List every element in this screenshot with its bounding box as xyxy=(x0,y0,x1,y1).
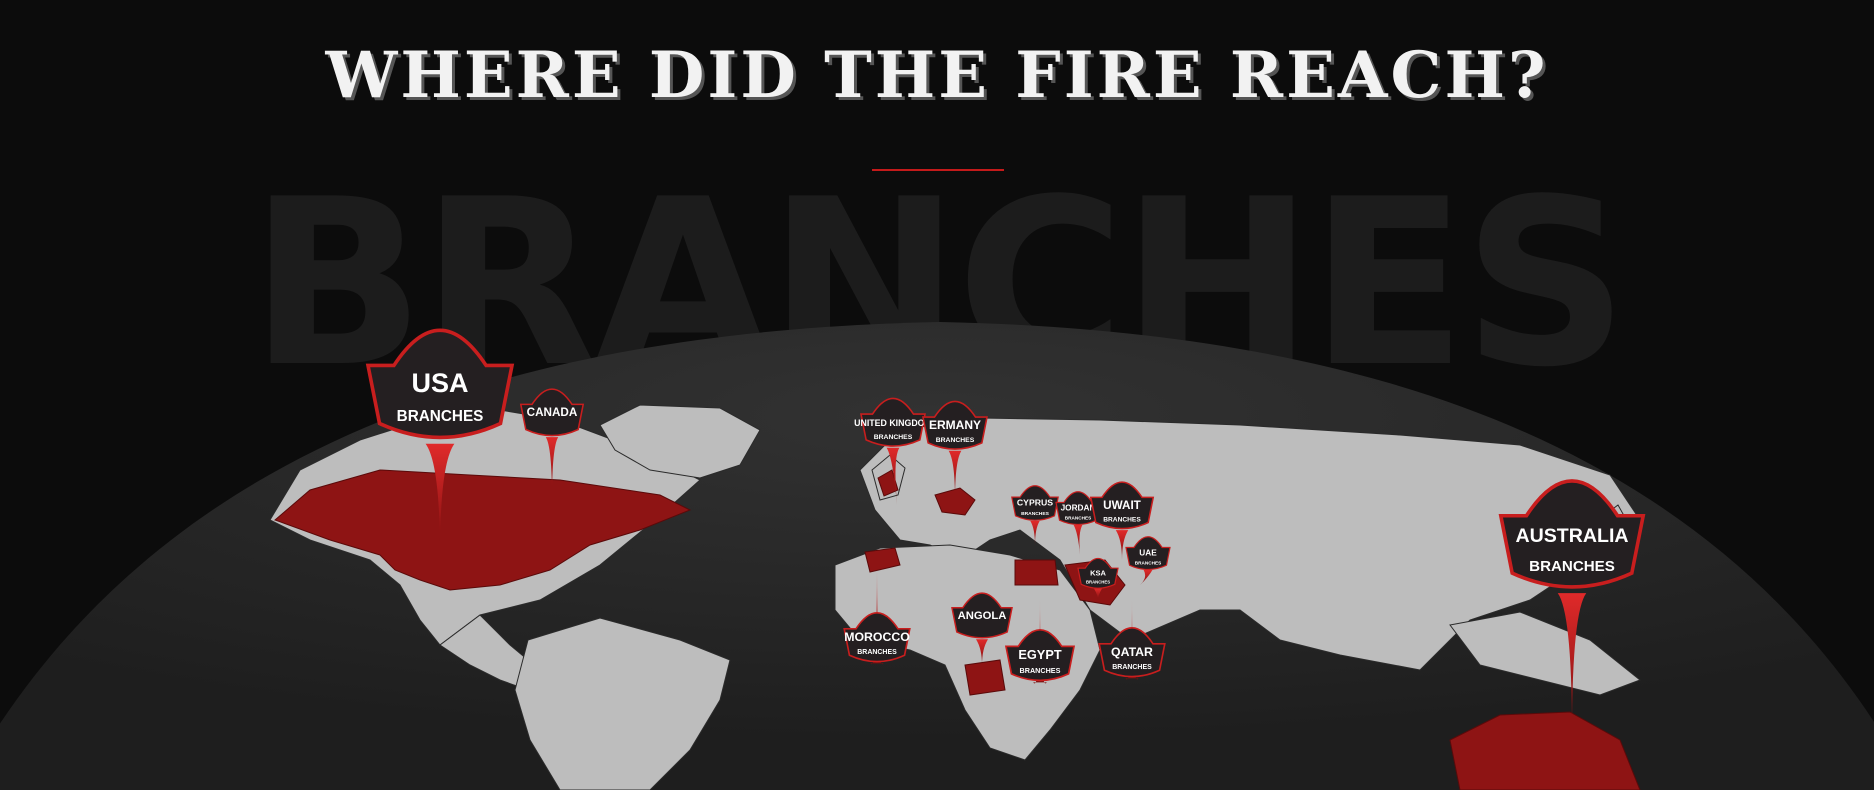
pin-ksa-drip xyxy=(1094,588,1102,600)
pin-germany-badge xyxy=(922,400,988,450)
pin-morocco: MOROCCO BRANCHES xyxy=(843,565,911,665)
pin-morocco-country: MOROCCO xyxy=(844,630,910,644)
pin-uae-drip xyxy=(1140,570,1153,585)
pin-cyprus-drip xyxy=(1030,520,1040,545)
pin-uk-badge xyxy=(860,397,926,447)
pin-uae-country: UAE xyxy=(1139,549,1157,558)
page-title: WHERE DID THE FIRE REACH? xyxy=(325,38,1549,113)
pin-qatar-badge xyxy=(1098,627,1166,678)
pin-jordan-drip xyxy=(1073,525,1083,555)
pin-uae-badge xyxy=(1125,536,1171,571)
pin-cyprus: CYPRUS BRANCHES xyxy=(1011,485,1059,545)
pin-germany-country: ERMANY xyxy=(929,418,981,432)
pin-cyprus-country: CYPRUS xyxy=(1017,498,1053,508)
greenland-land xyxy=(599,404,761,479)
pin-angola-country: ANGOLA xyxy=(958,610,1007,622)
pin-usa: USA BRANCHES xyxy=(365,328,515,555)
pin-uk-sub: BRANCHES xyxy=(874,434,913,441)
pin-canada-drip xyxy=(545,437,559,500)
pin-qatar: QATAR BRANCHES xyxy=(1098,600,1166,680)
pin-usa-sub: BRANCHES xyxy=(397,408,484,425)
southeast-asia-islands xyxy=(1449,611,1641,696)
pin-egypt-sub: BRANCHES xyxy=(1020,666,1061,675)
pin-qatar-sub: BRANCHES xyxy=(1112,664,1152,671)
pin-uae: UAE BRANCHES xyxy=(1125,536,1171,585)
pin-angola-drip xyxy=(976,639,988,665)
pin-usa-drip xyxy=(425,443,455,555)
pin-angola-badge xyxy=(951,592,1013,639)
pin-kuwait-drip xyxy=(1115,530,1129,560)
pin-ksa-country: KSA xyxy=(1090,569,1106,578)
pin-uk-drip xyxy=(886,447,900,505)
pin-australia: AUSTRALIA BRANCHES xyxy=(1498,479,1646,735)
pin-egypt-country: EGYPT xyxy=(1018,647,1061,662)
pin-uk-country: UNITED KINGDOM xyxy=(854,418,932,428)
pin-qatar-country: QATAR xyxy=(1111,645,1153,659)
uk-highlight xyxy=(877,469,899,497)
pin-egypt: EGYPT BRANCHES xyxy=(1004,600,1076,684)
pin-germany-drip xyxy=(948,450,962,500)
pin-australia-drip xyxy=(1557,593,1587,735)
egypt-highlight xyxy=(1014,559,1059,586)
pin-jordan-sub: BRANCHES xyxy=(1065,516,1091,521)
pin-uk: UNITED KINGDOM BRANCHES xyxy=(854,397,932,505)
pin-usa-country: USA xyxy=(411,368,468,398)
pin-egypt-badge xyxy=(1004,629,1076,682)
pin-australia-badge xyxy=(1498,479,1646,589)
pin-ksa-badge xyxy=(1077,557,1119,589)
pin-usa-badge xyxy=(365,328,515,440)
pin-ksa: KSA BRANCHES xyxy=(1077,557,1119,600)
pin-cyprus-badge xyxy=(1011,485,1059,521)
pin-angola: ANGOLA xyxy=(951,592,1013,665)
angola-highlight xyxy=(964,659,1006,696)
morocco-highlight xyxy=(864,547,901,573)
pin-canada-country: CANADA xyxy=(527,406,578,419)
pin-australia-sub: BRANCHES xyxy=(1529,558,1615,575)
pin-morocco-sub: BRANCHES xyxy=(857,649,897,656)
south-america-land xyxy=(514,617,731,790)
pin-germany-sub: BRANCHES xyxy=(936,437,975,444)
pin-kuwait: UWAIT BRANCHES xyxy=(1089,481,1155,560)
pin-kuwait-badge xyxy=(1089,481,1155,530)
pin-germany: ERMANY BRANCHES xyxy=(922,400,988,500)
pin-ksa-sub: BRANCHES xyxy=(1086,580,1110,585)
australia-highlight xyxy=(1449,711,1641,790)
pin-kuwait-sub: BRANCHES xyxy=(1103,517,1141,524)
pin-jordan-country: JORDAN xyxy=(1061,504,1096,513)
pin-australia-country: AUSTRALIA xyxy=(1515,525,1628,547)
pin-kuwait-country: UWAIT xyxy=(1103,499,1142,512)
pin-cyprus-sub: BRANCHES xyxy=(1021,511,1050,517)
pin-uae-sub: BRANCHES xyxy=(1135,561,1161,566)
title-divider xyxy=(872,169,1004,171)
pin-morocco-badge xyxy=(843,612,911,663)
pin-canada-badge xyxy=(519,388,585,437)
germany-highlight xyxy=(934,487,976,516)
pin-canada: CANADA xyxy=(519,388,585,500)
